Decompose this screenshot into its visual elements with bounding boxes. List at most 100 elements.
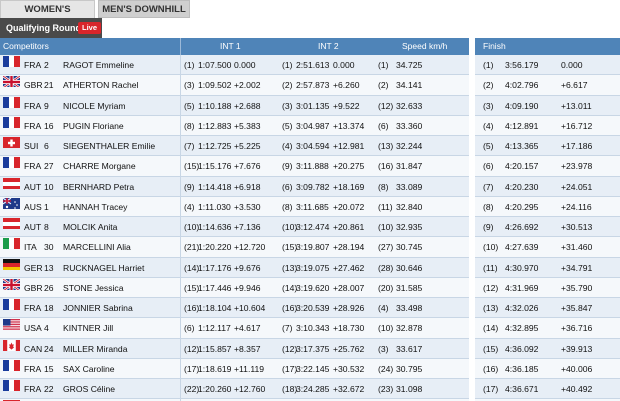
finish-time: 4:36.671 (505, 384, 539, 394)
speed-rank: (1) (378, 60, 389, 70)
int2-rank: (8) (282, 201, 293, 212)
speed-value: 33.498 (396, 303, 423, 313)
tab-mens-downhill[interactable]: MEN'S DOWNHILL (98, 0, 190, 18)
speed-value: 32.935 (396, 222, 423, 232)
finish-row: (17) 4:36.671 +40.492 (475, 379, 620, 400)
fra-flag-icon (3, 359, 20, 371)
finish-time: 4:36.092 (505, 343, 539, 354)
finish-diff: +17.186 (561, 141, 593, 151)
nation-code: AUT (24, 181, 42, 192)
int1-header: INT 1 (220, 41, 241, 51)
int2-rank: (9) (282, 161, 293, 172)
int1-rank: (21) (184, 242, 200, 253)
finish-row: (14) 4:32.895 +36.716 (475, 318, 620, 339)
finish-time: 4:32.895 (505, 323, 539, 334)
int2-time: 3:19.075 (296, 262, 330, 273)
finish-time: 4:26.692 (505, 222, 539, 232)
table-row: SUI 6 SIEGENTHALER Emilie (7) 1:12.725 +5.225… (0, 136, 469, 157)
finish-time: 4:12.891 (505, 120, 539, 131)
finish-rank: (5) (483, 141, 494, 151)
int2-diff: +32.672 (333, 384, 365, 394)
bib-number: 15 (44, 363, 54, 374)
finish-diff: 0.000 (561, 60, 583, 70)
qualifying-round-label: Qualifying Round (6, 23, 81, 33)
athlete-name: JONNIER Sabrina (63, 303, 133, 313)
int2-rank: (2) (282, 80, 293, 91)
finish-rank: (2) (483, 80, 494, 91)
int2-diff: +20.275 (333, 161, 365, 172)
nation-code: GER (24, 262, 43, 273)
competitors-header: Competitors (3, 41, 49, 51)
finish-time: 4:09.190 (505, 100, 539, 111)
finish-row: (11) 4:30.970 +34.791 (475, 257, 620, 278)
table-row: ITA 30 MARCELLINI Alia (21) 1:20.220 +12.720 (… (0, 237, 469, 258)
tab-womens-downhill[interactable]: WOMEN'S DOWNHILL (0, 0, 95, 33)
bib-number: 8 (44, 222, 49, 232)
int2-time: 3:19.620 (296, 282, 330, 293)
athlete-name: SAX Caroline (63, 363, 115, 374)
finish-row: (3) 4:09.190 +13.011 (475, 95, 620, 116)
int1-diff: +11.119 (234, 363, 265, 374)
int2-time: 3:19.807 (296, 242, 330, 253)
finish-diff: +24.116 (561, 201, 592, 212)
int2-rank: (18) (282, 384, 298, 394)
int1-time: 1:12.117 (198, 323, 231, 334)
finish-diff: +24.051 (561, 181, 593, 192)
nation-code: FRA (24, 120, 42, 131)
int1-diff: +5.383 (234, 120, 261, 131)
int1-time: 1:20.260 (198, 384, 232, 394)
int1-diff: +6.918 (234, 181, 261, 192)
finish-diff: +40.006 (561, 363, 593, 374)
int1-time: 1:07.500 (198, 60, 232, 70)
finish-rank: (10) (483, 242, 499, 253)
finish-rank: (4) (483, 120, 494, 131)
finish-row: (9) 4:26.692 +30.513 (475, 217, 620, 238)
can-flag-icon (3, 339, 20, 351)
table-row: AUT 10 BERNHARD Petra (9) 1:14.418 +6.918 (6) 3… (0, 176, 469, 197)
athlete-name: KINTNER Jill (63, 323, 114, 334)
int1-time: 1:14.418 (198, 181, 232, 192)
nation-code: SUI (24, 141, 39, 151)
int1-diff: +9.946 (234, 282, 261, 293)
int1-diff: +7.136 (234, 222, 261, 232)
speed-value: 34.725 (396, 60, 423, 70)
fra-flag-icon (3, 379, 20, 391)
table-row: GBR 21 ATHERTON Rachel (3) 1:09.502 +2.002 (2)… (0, 75, 469, 96)
int1-diff: +7.676 (234, 161, 261, 172)
bib-number: 10 (44, 181, 54, 192)
int1-rank: (17) (184, 363, 200, 374)
int1-rank: (4) (184, 201, 195, 212)
int2-diff: +12.981 (333, 141, 365, 151)
int2-rank: (14) (282, 282, 298, 293)
table-row: AUT 8 MOLCIK Anita (10) 1:14.636 +7.136 (10) 3:… (0, 217, 469, 238)
int1-rank: (22) (184, 384, 200, 394)
speed-value: 31.098 (396, 384, 423, 394)
int1-rank: (8) (184, 120, 195, 131)
finish-rank: (8) (483, 201, 494, 212)
finish-rank: (15) (483, 343, 499, 354)
speed-rank: (3) (378, 343, 389, 354)
finish-time: 4:20.157 (505, 161, 539, 172)
speed-rank: (4) (378, 303, 389, 313)
finish-row: (7) 4:20.230 +24.051 (475, 176, 620, 197)
int2-rank: (7) (282, 323, 293, 334)
finish-diff: +36.716 (561, 323, 593, 334)
finish-rank: (12) (483, 282, 499, 293)
finish-diff: +40.492 (561, 384, 593, 394)
int1-rank: (15) (184, 161, 200, 172)
int2-diff: +9.522 (333, 100, 360, 111)
tab-qualifying-round[interactable]: Qualifying Round (0, 18, 102, 38)
finish-diff: +39.913 (561, 343, 593, 354)
int1-diff: +3.530 (234, 201, 261, 212)
nation-code: FRA (24, 100, 42, 111)
finish-diff: +35.847 (561, 303, 593, 313)
finish-time: 4:13.365 (505, 141, 539, 151)
int1-time: 1:14.636 (198, 222, 232, 232)
discipline-tabs: WOMEN'S DOWNHILL MEN'S DOWNHILL (0, 0, 620, 33)
usa-flag-icon (3, 318, 20, 331)
int2-rank: (12) (282, 343, 298, 354)
bib-number: 9 (44, 100, 49, 111)
table-row: FRA 9 NICOLE Myriam (5) 1:10.188 +2.688 (3) 3:0… (0, 95, 469, 116)
int1-rank: (7) (184, 141, 195, 151)
int1-time: 1:15.857 (198, 343, 232, 354)
